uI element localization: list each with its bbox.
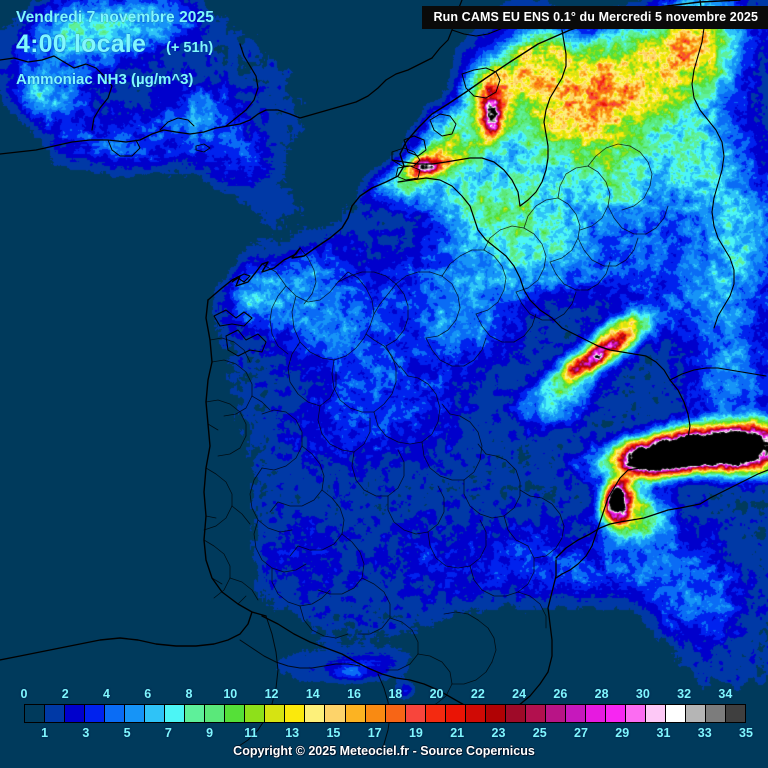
colorbar-tick-label: 35 [739, 726, 753, 740]
colorbar-tick-label: 7 [164, 726, 172, 740]
colorbar-tick-label: 32 [677, 687, 692, 701]
colorbar-tick-label: 9 [206, 726, 214, 740]
colorbar-swatch [645, 705, 666, 722]
colorbar-tick-label: 8 [185, 687, 193, 701]
colorbar-tick-label: 5 [123, 726, 131, 740]
colorbar-tick-label: 29 [615, 726, 630, 740]
colorbar-tick-label: 4 [103, 687, 110, 701]
colorbar-swatch [45, 705, 66, 722]
colorbar-tick-label: 26 [553, 687, 568, 701]
colorbar-swatch [245, 705, 266, 722]
colorbar-tick-label: 30 [635, 687, 650, 701]
colorbar-tick-label: 6 [144, 687, 152, 701]
colorbar-swatch [225, 705, 246, 722]
colorbar-swatch [425, 705, 446, 722]
colorbar-swatch [706, 705, 727, 722]
colorbar-tick-label: 28 [594, 687, 609, 701]
colorbar-swatch [405, 705, 426, 722]
colorbar-swatch [385, 705, 406, 722]
colorbar-swatch [686, 705, 707, 722]
colorbar-tick-label: 16 [347, 687, 361, 701]
colorbar-swatch [165, 705, 186, 722]
colorbar-swatch [485, 705, 506, 722]
colorbar-swatch [726, 705, 746, 722]
colorbar-tick-label: 23 [491, 726, 506, 740]
colorbar-swatch [605, 705, 626, 722]
colorbar-ticks-top: 0 2 4 6 8 10 12 14 16 18 20 22 24 26 28 30 32 34 [20, 687, 746, 703]
colorbar-tick-label: 0 [20, 687, 28, 701]
colorbar-tick-label: 3 [82, 726, 90, 740]
forecast-header: Vendredi 7 novembre 2025 4:00 locale (+ … [16, 9, 214, 88]
colorbar-swatch [185, 705, 206, 722]
copyright-label: Copyright © 2025 Meteociel.fr - Source C… [233, 744, 535, 758]
forecast-time-row: 4:00 locale (+ 51h) [16, 30, 214, 59]
colorbar-tick-label: 2 [61, 687, 69, 701]
colorbar-tick-label: 22 [470, 687, 485, 701]
colorbar-tick-label: 27 [574, 726, 588, 740]
colorbar-swatch [145, 705, 166, 722]
colorbar-swatch [365, 705, 386, 722]
forecast-lead-time-label: (+ 51h) [166, 40, 214, 57]
colorbar-swatch [85, 705, 106, 722]
colorbar-swatch [505, 705, 526, 722]
colorbar-swatch [345, 705, 366, 722]
colorbar-swatch [465, 705, 486, 722]
colorbar-swatch [305, 705, 326, 722]
colorbar-swatch [585, 705, 606, 722]
colorbar-tick-label: 34 [718, 687, 733, 701]
colorbar-swatch [205, 705, 226, 722]
colorbar-tick-label: 21 [450, 726, 465, 740]
colorbar-tick-label: 12 [264, 687, 279, 701]
colorbar-ticks-bottom: 1 3 5 7 9 11 13 15 17 19 21 23 25 27 29 31 33 35 [24, 726, 753, 742]
colorbar-swatch [25, 705, 46, 722]
colorbar-tick-label: 31 [656, 726, 671, 740]
forecast-date-label: Vendredi 7 novembre 2025 [16, 9, 214, 26]
colorbar-tick-label: 33 [697, 726, 712, 740]
colorbar-tick-label: 24 [512, 687, 527, 701]
colorbar-swatch [325, 705, 346, 722]
colorbar-tick-label: 19 [408, 726, 423, 740]
colorbar-swatch [545, 705, 566, 722]
parameter-label: Ammoniac NH3 (µg/m^3) [16, 70, 194, 88]
forecast-time-label: 4:00 locale [16, 30, 147, 59]
colorbar-swatch [65, 705, 86, 722]
colorbar-tick-label: 1 [41, 726, 49, 740]
colorbar-tick-label: 15 [326, 726, 341, 740]
colorbar-swatch [525, 705, 546, 722]
colorbar-swatch [285, 705, 306, 722]
colorbar-swatch [265, 705, 286, 722]
colorbar-tick-label: 18 [388, 687, 403, 701]
colorbar-tick-label: 17 [367, 726, 382, 740]
colorbar-tick-label: 10 [223, 687, 238, 701]
color-scale-legend: 0 2 4 6 8 10 12 14 16 18 20 22 24 26 28 30 32 34 1 3 5 7 9 11 1… [0, 687, 768, 768]
colorbar-tick-label: 14 [305, 687, 320, 701]
colorbar-swatch [445, 705, 466, 722]
colorbar-tick-label: 13 [285, 726, 300, 740]
colorbar-swatches [24, 704, 746, 723]
colorbar-tick-label: 11 [244, 726, 258, 740]
colorbar-tick-label: 20 [429, 687, 444, 701]
colorbar-tick-label: 25 [532, 726, 547, 740]
colorbar-swatch [625, 705, 646, 722]
colorbar-swatch [666, 705, 687, 722]
colorbar-swatch [125, 705, 146, 722]
colorbar-swatch [105, 705, 126, 722]
colorbar-swatch [565, 705, 586, 722]
model-run-banner: Run CAMS EU ENS 0.1° du Mercredi 5 novem… [421, 6, 768, 29]
